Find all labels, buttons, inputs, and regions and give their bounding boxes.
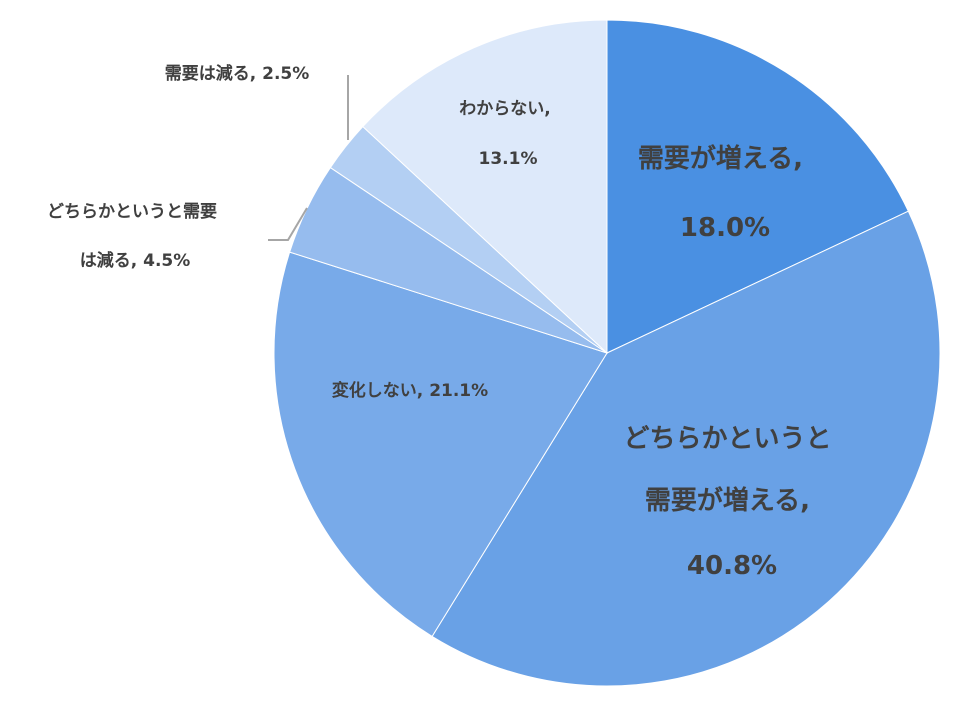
slice-label-zouka: 需要が増える, 18.0% <box>638 143 812 243</box>
pie-slices <box>273 19 941 687</box>
leader-line-dochiraka-genshou <box>268 207 308 241</box>
leader-lines <box>268 75 349 241</box>
slice-label-genshou: 需要は減る, 2.5% <box>165 63 310 84</box>
slice-label-dochiraka-zouka: どちらかというと 需要が増える, 40.8% <box>623 424 840 581</box>
slice-zouka <box>606 19 909 354</box>
slice-henka-nashi <box>273 251 608 638</box>
slice-dochiraka-zouka <box>431 210 941 687</box>
slice-label-dochiraka-genshou: どちらかというと需要 は減る, 4.5% <box>47 202 223 271</box>
slice-wakaranai <box>362 19 608 355</box>
slice-label-henka-nashi: 変化しない, 21.1% <box>332 380 488 401</box>
slice-label-wakaranai: わからない, 13.1% <box>459 99 556 169</box>
